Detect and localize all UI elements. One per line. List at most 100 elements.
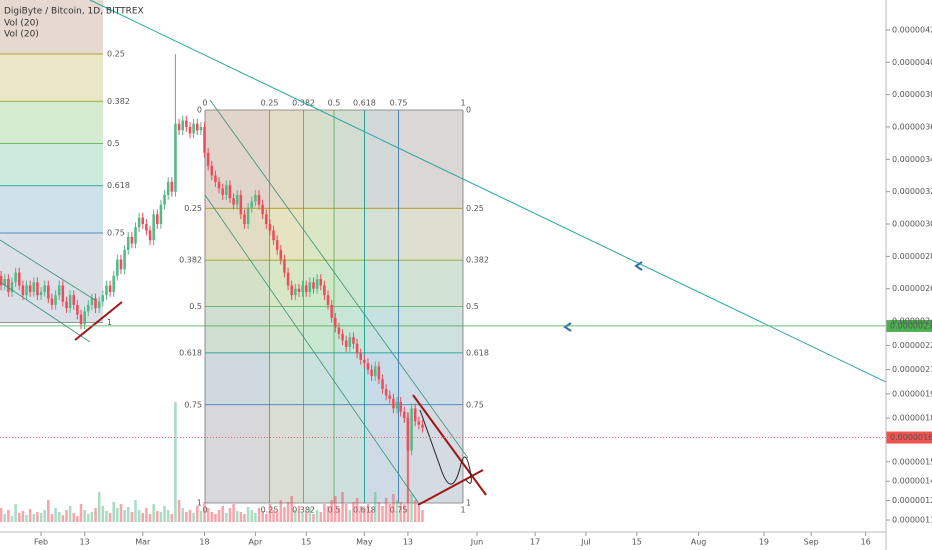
volume-bar (348, 510, 352, 522)
fib-label: 0.382 (107, 97, 130, 106)
candle-body (304, 285, 308, 292)
candle-body (68, 295, 72, 309)
candle-body (185, 120, 188, 127)
fib-label: 1 (460, 99, 465, 108)
volume-bar (217, 510, 221, 522)
y-tick-label: 0.00000225 (892, 341, 932, 350)
volume-bar (119, 504, 123, 522)
volume-bar (36, 512, 39, 522)
candle-body (228, 185, 232, 199)
candle-body (174, 123, 177, 192)
volume-bar (105, 511, 108, 522)
volume-bar (123, 510, 126, 522)
volume-bar (225, 513, 228, 522)
x-tick-label: 15 (301, 538, 311, 547)
fib-label: 0.75 (390, 506, 408, 515)
volume-bar (413, 500, 417, 522)
x-tick-label: Feb (34, 538, 48, 547)
volume-bar (268, 504, 272, 522)
candle-body (57, 285, 61, 296)
fib-label: 0.75 (466, 400, 484, 409)
candle-body (195, 123, 199, 131)
volume-bar (246, 507, 250, 522)
volume-bar (359, 506, 362, 522)
fib-label: 0.618 (179, 348, 202, 357)
volume-bar (377, 502, 381, 522)
candle-body (181, 120, 184, 131)
candle-body (28, 285, 32, 292)
volume-bar (68, 506, 72, 522)
fib-label: 0.25 (107, 50, 125, 59)
volume-bar (137, 510, 141, 522)
fib-band (0, 185, 103, 233)
fib-label: 0.25 (466, 204, 484, 213)
candle-body (403, 411, 406, 419)
candle-body (359, 353, 362, 360)
fib-label: 1 (107, 318, 112, 327)
candle-body (363, 359, 366, 364)
volume-bar (294, 510, 297, 522)
candle-body (145, 224, 148, 231)
volume-bar (0, 508, 3, 522)
candle-body (319, 279, 323, 286)
volume-bar (312, 514, 315, 522)
candle-body (148, 230, 152, 241)
x-tick-label: Jun (470, 538, 484, 547)
volume-bar (65, 510, 68, 522)
candle-body (250, 201, 254, 208)
volume-bar (43, 510, 46, 522)
candle-body (116, 259, 119, 276)
volume-bar (185, 512, 188, 522)
volume-bar (283, 507, 286, 522)
volume-bar (392, 494, 395, 522)
x-tick-label: 17 (530, 538, 540, 547)
fib-band (0, 101, 103, 144)
candle-body (105, 285, 108, 296)
volume-bar (7, 510, 10, 522)
fib-label: 0.25 (261, 99, 279, 108)
y-tick-label: 0.00000117 (892, 516, 932, 525)
candle-body (126, 236, 130, 250)
volume-bar (126, 507, 130, 522)
candle-body (206, 152, 210, 166)
volume-bar (334, 496, 337, 522)
volume-bar (195, 506, 199, 522)
fib-label: 0 (202, 99, 207, 108)
candle-body (156, 214, 159, 225)
fib-label: 0.618 (353, 99, 376, 108)
candle-body (344, 340, 348, 347)
candle-body (112, 275, 115, 292)
volume-bar (177, 500, 181, 522)
candle-body (7, 279, 10, 292)
candle-body (243, 214, 246, 225)
candle-body (366, 363, 370, 370)
volume-bar (275, 512, 279, 522)
volume-bar (156, 511, 159, 522)
y-tick-label: 0.00000320 (892, 187, 932, 196)
volume-bar (32, 514, 36, 522)
candle-body (232, 198, 235, 205)
candle-body (283, 259, 286, 273)
volume-bar (170, 514, 174, 522)
candle-body (297, 288, 301, 292)
fib-label: 0.75 (107, 229, 125, 238)
volume-bar (304, 511, 308, 522)
fib-band (0, 54, 103, 102)
arrow-icon (634, 261, 643, 271)
volume-bar (116, 508, 119, 522)
drawings (0, 0, 886, 506)
candle-body (141, 217, 145, 225)
volume-bar (14, 504, 17, 522)
fib-label: 0.382 (179, 256, 202, 265)
volume-bar (152, 504, 155, 522)
support-line (74, 301, 123, 341)
candle-body (217, 181, 221, 189)
y-tick-label: 0.00000420 (892, 25, 932, 34)
volume-bar (188, 510, 192, 522)
volume-bar (403, 504, 406, 522)
candle-body (370, 369, 373, 377)
volume-bar (148, 514, 152, 522)
y-tick-label: 0.00000195 (892, 389, 932, 398)
volume-bar (90, 512, 94, 522)
